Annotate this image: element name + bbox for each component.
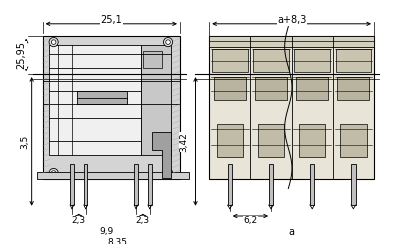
Text: 25,95: 25,95 xyxy=(16,41,26,69)
Bar xyxy=(43,36,180,179)
Bar xyxy=(351,164,356,205)
Text: 2,3: 2,3 xyxy=(135,216,150,225)
Bar xyxy=(253,50,289,72)
Circle shape xyxy=(166,40,170,44)
Bar xyxy=(310,164,314,205)
Circle shape xyxy=(164,168,173,178)
Text: 25,1: 25,1 xyxy=(100,15,122,25)
Text: 3,5: 3,5 xyxy=(20,135,29,149)
Circle shape xyxy=(51,171,56,175)
Bar xyxy=(228,164,232,205)
Text: 9,9: 9,9 xyxy=(100,227,114,236)
Bar xyxy=(37,172,189,179)
Bar xyxy=(214,77,246,100)
Bar xyxy=(134,164,138,205)
Text: 3,42: 3,42 xyxy=(179,132,188,152)
Bar xyxy=(209,36,374,47)
Bar xyxy=(340,124,367,156)
Bar xyxy=(70,164,74,205)
Bar xyxy=(209,36,374,179)
Text: 6,2: 6,2 xyxy=(243,216,258,225)
Bar xyxy=(212,50,248,72)
Bar xyxy=(255,77,287,100)
Bar xyxy=(84,164,88,205)
Circle shape xyxy=(51,40,56,44)
Circle shape xyxy=(166,171,170,175)
Bar xyxy=(336,50,371,72)
Bar xyxy=(337,77,370,100)
Bar xyxy=(216,124,243,156)
Text: a+8,3: a+8,3 xyxy=(277,15,306,25)
Bar xyxy=(140,45,171,155)
Circle shape xyxy=(49,38,58,47)
Text: 2,3: 2,3 xyxy=(71,216,86,225)
Bar xyxy=(76,91,127,104)
Circle shape xyxy=(164,38,173,47)
Bar xyxy=(299,124,326,156)
Circle shape xyxy=(49,168,58,178)
Bar xyxy=(258,124,284,156)
Text: a: a xyxy=(289,227,295,237)
Bar xyxy=(294,50,330,72)
Bar xyxy=(269,164,273,205)
Bar xyxy=(296,77,328,100)
Bar xyxy=(49,45,140,155)
Text: 8,35: 8,35 xyxy=(108,238,128,244)
Bar xyxy=(143,51,162,68)
Bar xyxy=(148,164,152,205)
Polygon shape xyxy=(152,132,171,178)
